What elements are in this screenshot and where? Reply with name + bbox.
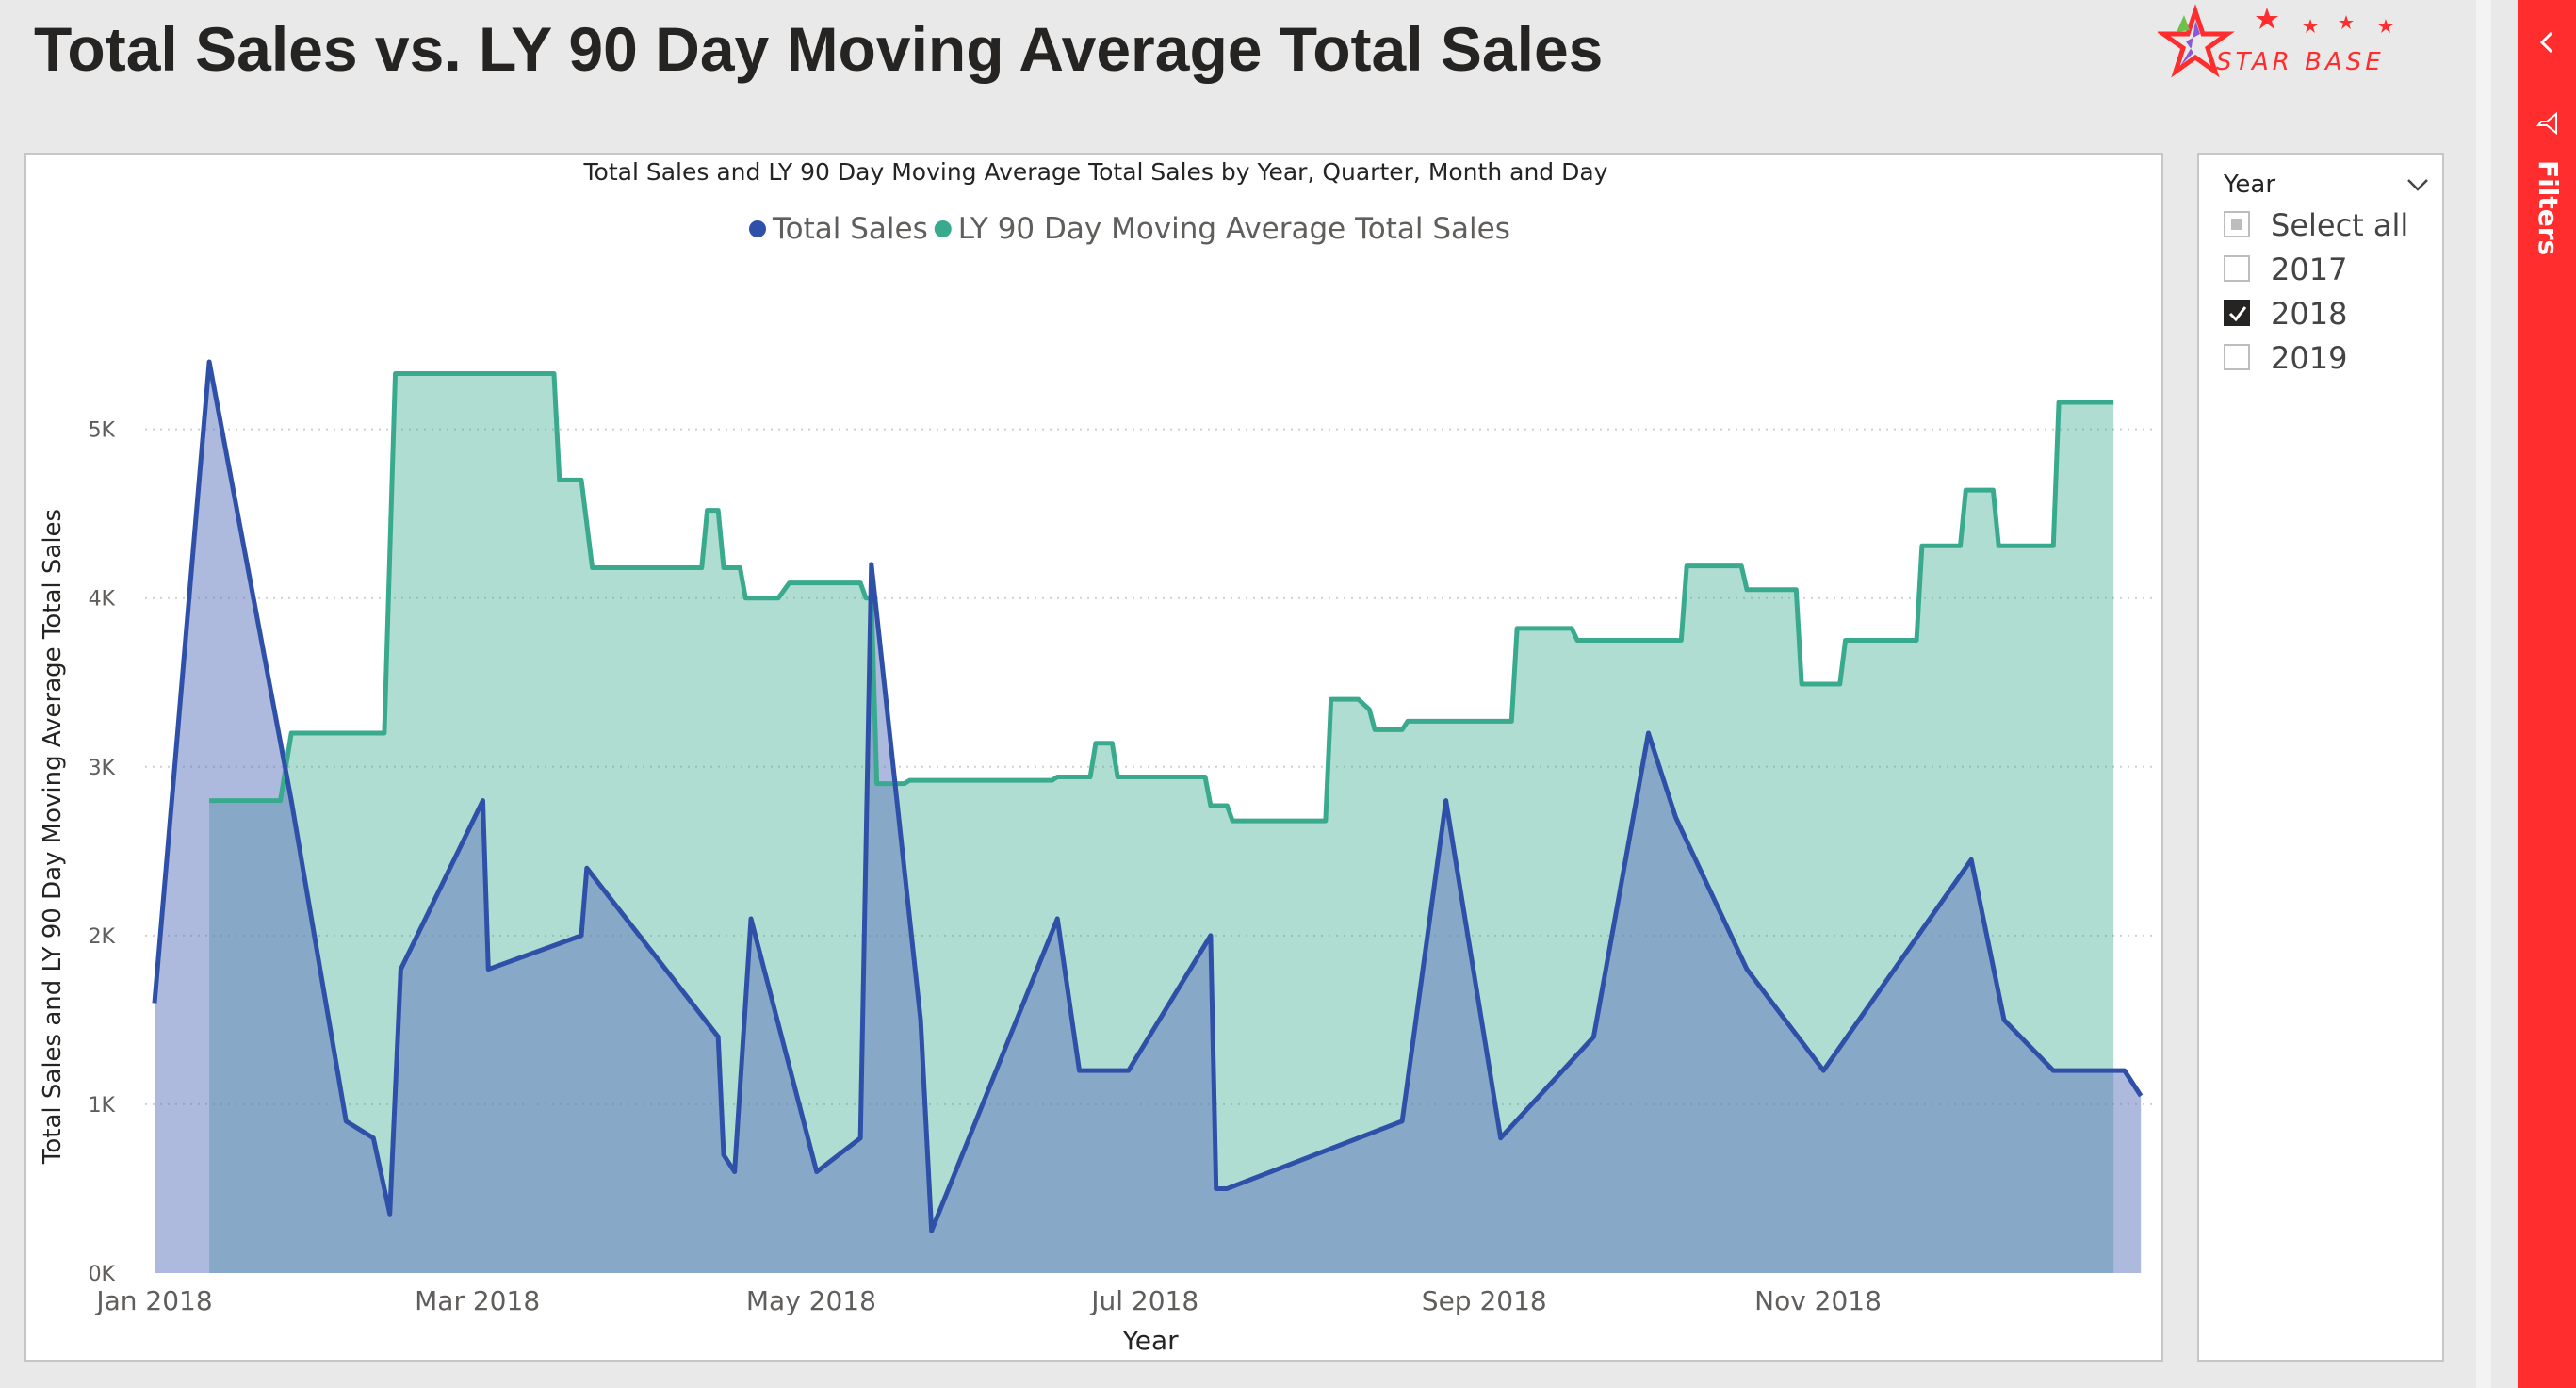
x-tick-label: Jan 2018 bbox=[94, 1285, 212, 1316]
chart-legend[interactable]: Total Sales LY 90 Day Moving Average Tota… bbox=[749, 212, 1510, 246]
star-base-logo: STAR BASE bbox=[2158, 4, 2393, 78]
slicer-item-2018[interactable]: 2018 bbox=[2224, 294, 2440, 335]
chart-canvas: Total Sales and LY 90 Day Moving Average… bbox=[39, 158, 2156, 1356]
series-line-total-sales[interactable] bbox=[152, 359, 2144, 1233]
slicer-item-2017[interactable]: 2017 bbox=[2224, 250, 2440, 291]
chart-areas bbox=[155, 362, 2142, 1274]
slicer-header[interactable]: Year bbox=[2224, 166, 2431, 204]
y-tick-label: 3K bbox=[89, 757, 116, 780]
x-axis-title: Year bbox=[1121, 1325, 1179, 1356]
chevron-left-icon[interactable] bbox=[2533, 28, 2561, 57]
legend-label: LY 90 Day Moving Average Total Sales bbox=[958, 212, 1510, 246]
y-axis-title: Total Sales and LY 90 Day Moving Average… bbox=[39, 509, 67, 1165]
logo-star-accent bbox=[2180, 21, 2200, 66]
checkbox-2017[interactable] bbox=[2224, 255, 2250, 282]
logo-text: STAR BASE bbox=[2216, 48, 2385, 76]
y-tick-label: 1K bbox=[89, 1094, 116, 1118]
series-area-total-sales bbox=[155, 362, 2142, 1273]
filters-label[interactable]: Filters bbox=[2533, 160, 2564, 256]
logo-star-large bbox=[2158, 4, 2235, 78]
legend-item[interactable]: Total Sales bbox=[749, 212, 928, 246]
legend-marker-icon bbox=[934, 220, 952, 237]
chart-title: Total Sales and LY 90 Day Moving Average… bbox=[583, 158, 1608, 186]
x-tick-label: Sep 2018 bbox=[1422, 1285, 1547, 1316]
legend-marker-icon bbox=[749, 220, 766, 237]
series-line-ly-moving-average[interactable] bbox=[209, 371, 2114, 824]
filters-pane[interactable]: Filters bbox=[2518, 0, 2576, 1388]
checkbox-2019[interactable] bbox=[2224, 344, 2250, 370]
canvas-scrollbar[interactable] bbox=[2476, 0, 2491, 1388]
checkbox-2018[interactable] bbox=[2224, 300, 2250, 326]
logo-small-stars bbox=[2256, 8, 2393, 33]
x-tick-label: Nov 2018 bbox=[1754, 1285, 1882, 1316]
chevron-down-icon[interactable] bbox=[2405, 171, 2431, 198]
logo-star-accent-green bbox=[2177, 15, 2190, 32]
slicer-item-label: Select all bbox=[2271, 207, 2409, 243]
select-all-checkbox[interactable] bbox=[2224, 211, 2250, 237]
chart-lines bbox=[152, 359, 2144, 1233]
year-slicer[interactable]: Year Select all 2017 2018 2019 bbox=[2197, 153, 2444, 1362]
slicer-item-select-all[interactable]: Select all bbox=[2224, 205, 2440, 247]
slicer-title: Year bbox=[2224, 171, 2276, 199]
y-tick-label: 2K bbox=[89, 925, 116, 949]
slicer-item-2019[interactable]: 2019 bbox=[2224, 338, 2440, 380]
x-tick-label: Mar 2018 bbox=[415, 1285, 540, 1316]
slicer-item-label: 2018 bbox=[2271, 296, 2348, 332]
x-tick-label: Jul 2018 bbox=[1089, 1285, 1198, 1316]
legend-item[interactable]: LY 90 Day Moving Average Total Sales bbox=[934, 212, 1510, 246]
slicer-item-label: 2019 bbox=[2271, 340, 2348, 376]
checkmark-icon bbox=[2228, 306, 2247, 322]
y-tick-label: 0K bbox=[89, 1263, 116, 1286]
x-tick-label: May 2018 bbox=[746, 1285, 876, 1316]
report-title: Total Sales vs. LY 90 Day Moving Average… bbox=[34, 14, 1604, 84]
y-axis: 0K 1K 2K 3K 4K 5K bbox=[89, 419, 116, 1286]
slicer-item-label: 2017 bbox=[2271, 252, 2348, 287]
legend-label: Total Sales bbox=[772, 212, 928, 246]
y-tick-label: 4K bbox=[89, 588, 116, 612]
filter-funnel-icon bbox=[2536, 111, 2557, 136]
x-axis: Jan 2018 Mar 2018 May 2018 Jul 2018 Sep 2018… bbox=[94, 1285, 1882, 1316]
line-area-chart-visual[interactable]: Total Sales and LY 90 Day Moving Average… bbox=[24, 153, 2163, 1362]
y-tick-label: 5K bbox=[89, 419, 116, 443]
